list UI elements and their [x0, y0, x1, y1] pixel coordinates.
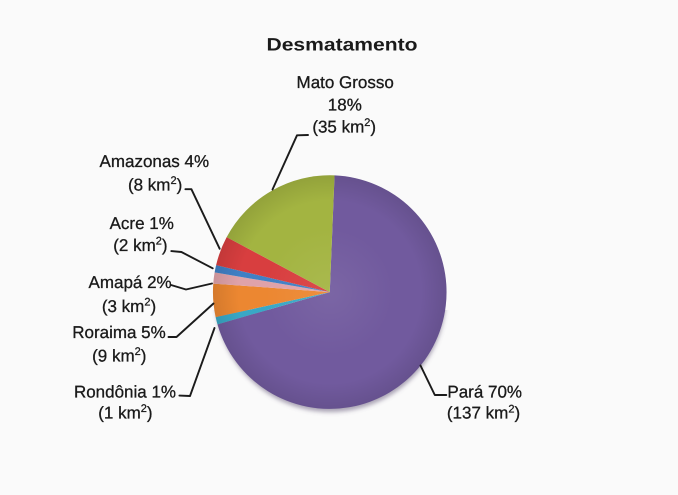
svg-text:Acre 1%: Acre 1%: [110, 214, 174, 233]
svg-text:18%: 18%: [328, 96, 362, 115]
svg-text:Roraima 5%: Roraima 5%: [72, 323, 166, 342]
svg-text:(9 km2): (9 km2): [92, 346, 146, 365]
svg-text:Amazonas 4%: Amazonas 4%: [99, 152, 209, 171]
svg-text:Amapá 2%: Amapá 2%: [89, 273, 172, 292]
svg-text:Mato Grosso: Mato Grosso: [297, 73, 394, 92]
svg-text:(2 km2): (2 km2): [113, 236, 167, 255]
svg-text:(1 km2): (1 km2): [98, 403, 152, 422]
svg-text:Desmatamento: Desmatamento: [267, 35, 418, 55]
svg-text:(137 km2): (137 km2): [447, 403, 520, 422]
svg-text:(35 km2): (35 km2): [312, 117, 376, 136]
svg-text:(8 km2): (8 km2): [128, 175, 182, 194]
svg-text:Pará 70%: Pará 70%: [447, 382, 522, 401]
svg-text:Rondônia 1%: Rondônia 1%: [74, 383, 176, 402]
svg-text:(3 km2): (3 km2): [102, 297, 156, 316]
